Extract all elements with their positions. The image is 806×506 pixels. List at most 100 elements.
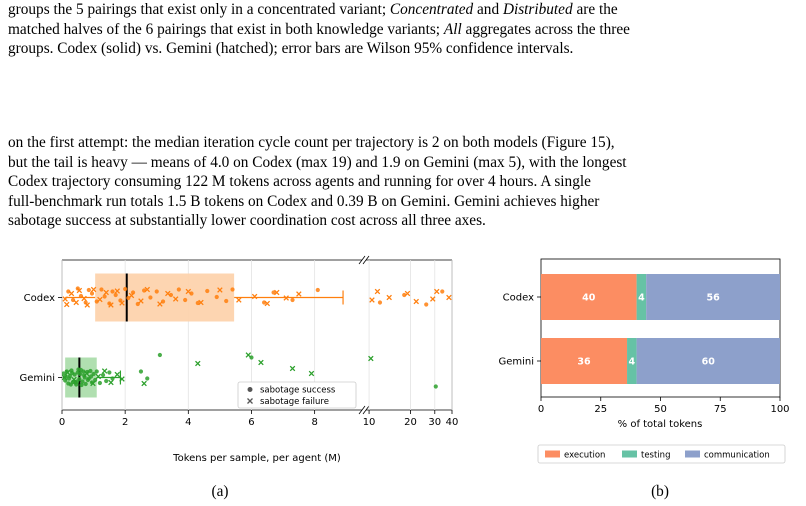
- legend-failure-label: sabotage failure: [260, 397, 329, 407]
- point-success: [440, 289, 445, 294]
- x-tick-label: 75: [714, 404, 727, 415]
- y-tick-label: Gemini: [19, 373, 55, 384]
- point-success: [183, 297, 188, 303]
- x-tick-label: 8: [311, 417, 317, 428]
- point-failure: [84, 302, 91, 308]
- point-success: [79, 382, 84, 388]
- point-failure: [433, 288, 440, 295]
- point-success: [100, 372, 106, 378]
- caption-italic-term: All: [443, 20, 462, 38]
- point-failure: [90, 286, 97, 293]
- point-failure: [138, 298, 144, 304]
- paragraph-line: sabotage success at substantially lower …: [8, 212, 486, 230]
- point-failure: [90, 380, 96, 387]
- legend-success-marker: [247, 387, 253, 392]
- legend-box: [237, 381, 357, 409]
- point-failure: [369, 297, 375, 303]
- point-success: [377, 300, 383, 305]
- caption-italic-term: Concentrated: [389, 1, 474, 18]
- point-success: [157, 352, 162, 358]
- caption-text: are the: [572, 1, 618, 18]
- point-failure: [236, 297, 242, 303]
- bar-segment-testing: [636, 274, 647, 320]
- point-success: [176, 287, 181, 292]
- point-success: [94, 299, 99, 304]
- x-tick-label: 2: [122, 417, 128, 428]
- point-success: [88, 368, 93, 374]
- subfigure-label-a: (a): [211, 483, 229, 500]
- point-failure: [114, 288, 121, 294]
- token-distribution-chart: 0 2 4 6 8 10 20 30 40 Codex Gemini Tokens per sampl…: [19, 255, 458, 464]
- y-tick-label: Codex: [24, 293, 55, 304]
- point-success: [154, 289, 159, 294]
- point-success: [82, 375, 87, 380]
- x-tick-label: 0: [538, 404, 544, 415]
- legend-box: [537, 444, 786, 464]
- token-breakdown-chart: 40 4 56 Codex 36 4 60 Gemini 0 25 50 75 100 % of tota…: [498, 258, 790, 464]
- point-failure: [296, 291, 302, 297]
- point-failure: [308, 370, 315, 377]
- axis-break-mark: [358, 255, 366, 265]
- point-success: [230, 287, 235, 292]
- point-success: [145, 376, 150, 381]
- y-tick-label: Gemini: [498, 357, 534, 368]
- caption-line-3: groups. Codex (solid) vs. Gemini (hatche…: [8, 40, 574, 58]
- caption-text: aggregates across the three: [461, 20, 630, 38]
- paragraph-line: but the tail is heavy — means of 4.0 on …: [8, 153, 627, 171]
- legend-label-execution: execution: [564, 451, 605, 461]
- point-failure: [258, 359, 264, 366]
- point-success: [104, 378, 109, 384]
- caption-text: matched halves of the 6 pairings that ex…: [8, 20, 444, 38]
- point-success: [205, 288, 210, 294]
- x-tick-label: 20: [404, 417, 417, 428]
- point-failure: [119, 300, 125, 306]
- point-failure: [430, 296, 436, 302]
- legend-failure-marker: [247, 398, 253, 404]
- bar-value-label: 60: [702, 357, 716, 368]
- point-success: [94, 369, 99, 374]
- point-failure: [62, 296, 68, 302]
- point-success: [271, 290, 276, 295]
- point-success: [224, 298, 229, 304]
- bar-segment-communication: [636, 338, 780, 384]
- point-success: [76, 367, 81, 372]
- point-failure: [103, 289, 109, 296]
- point-success: [78, 371, 83, 377]
- x-tick-label: 30: [428, 417, 441, 428]
- point-success: [99, 287, 104, 292]
- point-success: [80, 379, 85, 384]
- bar-segment-execution: [541, 274, 637, 320]
- point-success: [402, 292, 407, 298]
- point-failure: [413, 298, 419, 305]
- bar-segment-communication: [646, 274, 780, 320]
- point-failure: [273, 289, 280, 296]
- axis-break-mark: [362, 405, 370, 415]
- point-success: [148, 295, 153, 300]
- point-success: [113, 292, 118, 298]
- caption-text: groups the 5 pairings that exist only in…: [8, 1, 390, 18]
- bar-value-label: 4: [638, 293, 645, 304]
- legend-swatch-communication: [685, 450, 700, 458]
- point-failure: [128, 292, 135, 299]
- point-failure: [119, 376, 125, 382]
- x-tick-label: 10: [363, 417, 376, 428]
- caption-line-1: groups the 5 pairings that exist only in…: [8, 0, 800, 20]
- point-failure: [264, 300, 271, 307]
- point-failure: [141, 380, 147, 387]
- point-failure: [81, 295, 87, 302]
- point-success: [70, 370, 75, 376]
- point-success: [110, 289, 115, 294]
- point-success: [85, 377, 90, 383]
- point-failure: [68, 290, 75, 297]
- point-failure: [97, 296, 103, 303]
- point-success: [81, 369, 86, 374]
- point-failure: [83, 370, 90, 377]
- bar-segment-testing: [627, 338, 637, 384]
- point-success: [97, 380, 102, 386]
- x-tick-label: 50: [654, 404, 667, 415]
- x-tick-label: 6: [248, 417, 254, 428]
- point-success: [68, 382, 73, 387]
- point-success: [168, 292, 174, 298]
- point-success: [424, 302, 429, 307]
